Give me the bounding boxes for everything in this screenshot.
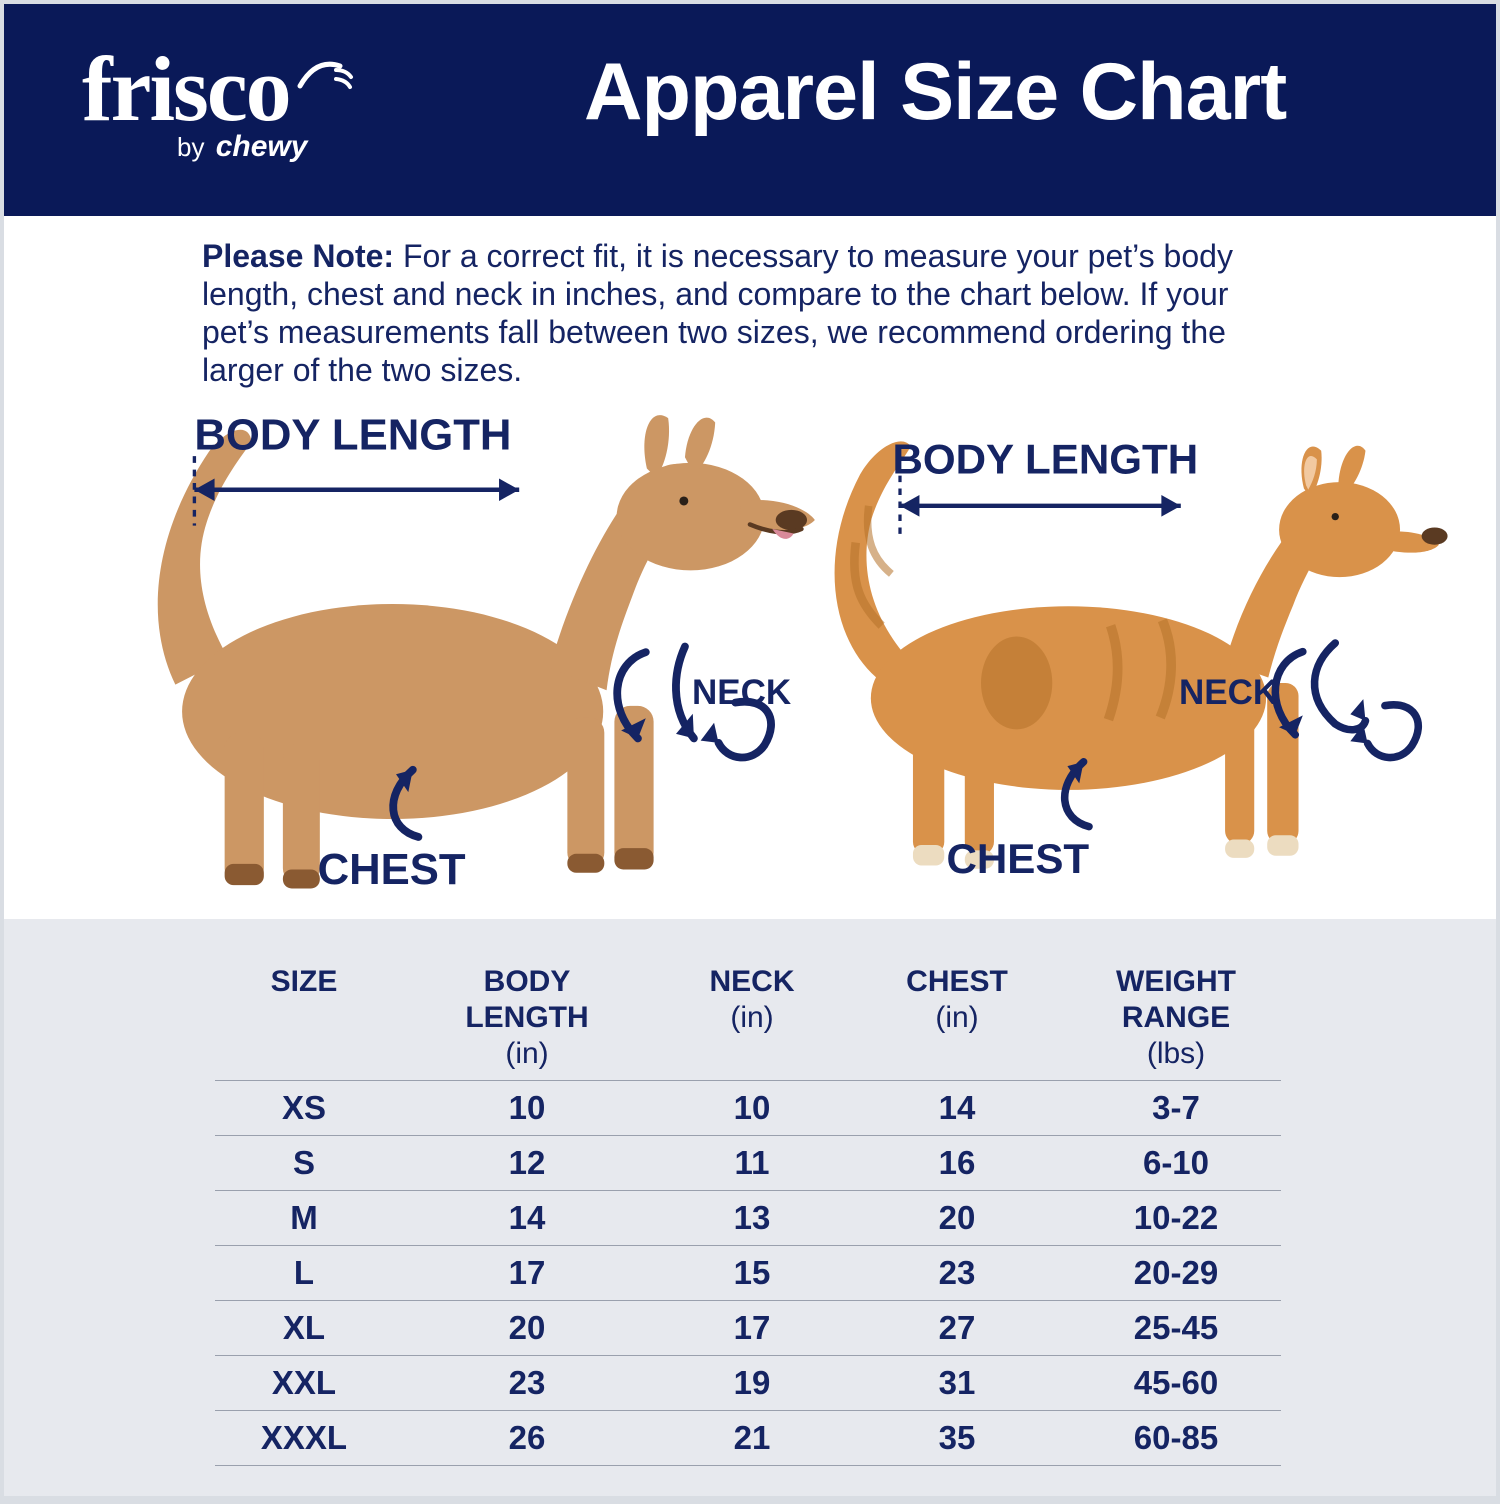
svg-text:BODY LENGTH: BODY LENGTH	[194, 410, 511, 459]
svg-text:BODY LENGTH: BODY LENGTH	[892, 435, 1198, 482]
svg-text:CHEST: CHEST	[318, 845, 466, 894]
svg-text:CHEST: CHEST	[946, 835, 1089, 882]
svg-text:NECK: NECK	[692, 673, 791, 712]
svg-text:NECK: NECK	[1179, 673, 1278, 712]
